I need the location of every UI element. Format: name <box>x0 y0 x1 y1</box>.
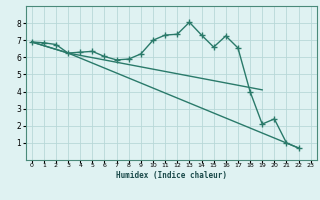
X-axis label: Humidex (Indice chaleur): Humidex (Indice chaleur) <box>116 171 227 180</box>
